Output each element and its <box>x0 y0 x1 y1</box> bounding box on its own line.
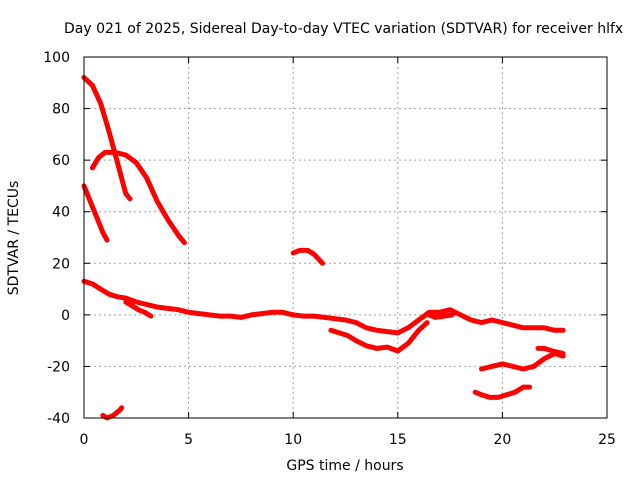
series-arc-8 <box>328 320 430 354</box>
x-tick-label: 25 <box>598 432 616 448</box>
y-tick-label: 100 <box>43 50 70 66</box>
y-tick-label: 80 <box>52 102 70 118</box>
x-tick-labels: 0 5 10 15 20 25 <box>80 432 616 448</box>
y-axis-label: SDTVAR / TECUs <box>6 181 22 296</box>
x-tick-label: 10 <box>284 432 302 448</box>
series-arc-2 <box>89 149 187 246</box>
series-arc-10 <box>472 384 533 400</box>
series-arc-12 <box>535 345 566 356</box>
series-arc-6 <box>81 278 566 336</box>
series-arc-11 <box>479 351 566 372</box>
x-axis-label: GPS time / hours <box>286 458 403 474</box>
series-arc-7 <box>123 299 154 319</box>
grid-lines <box>84 57 607 418</box>
data-series <box>81 75 566 421</box>
y-tick-label: -40 <box>47 411 70 427</box>
x-tick-label: 0 <box>80 432 89 448</box>
y-tick-label: 20 <box>52 256 70 272</box>
axis-ticks <box>83 56 608 419</box>
y-tick-label: 60 <box>52 153 70 169</box>
y-tick-label: 40 <box>52 205 70 221</box>
x-tick-label: 20 <box>493 432 511 448</box>
series-arc-3 <box>81 183 110 243</box>
x-tick-label: 5 <box>184 432 193 448</box>
series-arc-4 <box>290 247 325 266</box>
series-arc-5 <box>100 405 125 421</box>
series-arc-1 <box>81 75 133 202</box>
chart-title: Day 021 of 2025, Sidereal Day-to-day VTE… <box>64 21 623 37</box>
series-arc-9 <box>426 312 455 320</box>
y-tick-labels: -40 -20 0 20 40 60 80 100 <box>43 50 70 427</box>
y-tick-label: 0 <box>61 308 70 324</box>
x-tick-label: 15 <box>389 432 407 448</box>
y-tick-label: -20 <box>47 359 70 375</box>
plot-frame <box>83 56 608 419</box>
